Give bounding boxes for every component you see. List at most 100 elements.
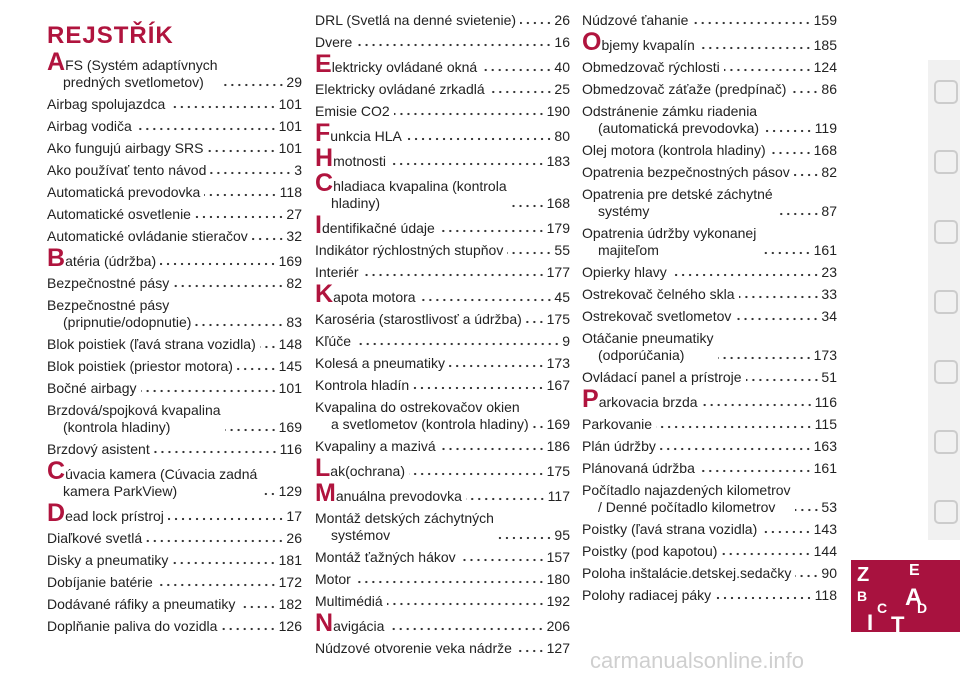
page-number: 173 — [546, 355, 570, 371]
page-number: 145 — [278, 358, 302, 374]
entry-text: Poistky (ľavá strana vozidla) — [582, 521, 758, 537]
leader — [160, 262, 277, 266]
page-number: 86 — [821, 81, 837, 97]
entry-text: Automatické osvetlenie — [47, 206, 191, 222]
title: REJSTŘÍK — [47, 22, 174, 49]
index-entry: Plánovaná údržba 161 — [582, 460, 837, 477]
leader — [795, 574, 820, 578]
entry-text: Kontrola hladín — [315, 377, 410, 393]
page-number: 27 — [286, 206, 302, 222]
leader — [760, 251, 812, 255]
index-entry: Ovládací panel a prístroje 51 — [582, 369, 837, 386]
leader — [355, 342, 561, 346]
page-number: 163 — [813, 438, 837, 454]
page-number: 159 — [813, 12, 837, 28]
index-entry: Núdzové ťahanie 159 — [582, 12, 837, 29]
entry-text: Kolesá a pneumatiky — [315, 355, 445, 371]
page-number: 101 — [278, 140, 302, 156]
leader — [439, 447, 545, 451]
leader — [356, 43, 553, 47]
entry-text: Bočné airbagy — [47, 380, 137, 396]
entry-initial: N — [315, 609, 334, 637]
entry-initial: M — [315, 479, 336, 507]
index-entry: Dead lock prístroj 17 — [47, 501, 302, 526]
index-entry: Kolesá a pneumatiky 173 — [315, 355, 570, 372]
entry-text: Poistky (pod kapotou) — [582, 543, 718, 559]
leader — [723, 68, 812, 72]
entry-label: Opatrenia pre detské záchytné systémy — [582, 186, 773, 220]
entry-initial: E — [315, 50, 332, 78]
entry-label: Dead lock prístroj — [47, 501, 164, 526]
entry-text: Bezpečnostné pásy (pripnutie/odopnutie) — [47, 297, 192, 330]
index-entry: AFS (Systém adaptívnych predných svetlom… — [47, 50, 302, 91]
entry-text: Ako používať tento návod — [47, 162, 207, 178]
page-number: 80 — [554, 128, 570, 144]
page-number: 115 — [814, 416, 837, 432]
leader — [515, 649, 545, 653]
entry-label: Funkcia HLA — [315, 121, 402, 146]
entry-label: Olej motora (kontrola hladiny) — [582, 142, 766, 159]
index-entry: Poistky (pod kapotou) 144 — [582, 543, 837, 560]
page-number: 169 — [546, 416, 570, 432]
index-entry: Funkcia HLA 80 — [315, 121, 570, 146]
entry-label: Hmotnosti — [315, 146, 386, 171]
page-number: 101 — [278, 380, 302, 396]
index-entry: Poistky (ľavá strana vozidla) 143 — [582, 521, 837, 538]
entry-label: Núdzové ťahanie — [582, 12, 688, 29]
icon — [934, 150, 958, 174]
index-entry: Ako používať tento návod 3 — [47, 162, 302, 179]
leader — [259, 345, 277, 349]
badge-letter: B — [857, 588, 868, 604]
leader — [408, 472, 545, 476]
leader — [738, 295, 820, 299]
index-entry: Opatrenia údržby vykonanej majiteľom 161 — [582, 225, 837, 259]
entry-text: Počítadlo najazdených kilometrov / Denné… — [582, 482, 791, 515]
entry-label: Bočné airbagy — [47, 380, 137, 397]
icon — [934, 430, 958, 454]
leader — [656, 425, 813, 429]
entry-label: Blok poistiek (ľavá strana vozidla) — [47, 336, 256, 353]
index-column: DRL (Svetlá na denné svietenie) 26 Dvere 16… — [315, 12, 570, 662]
page-number: 90 — [821, 565, 837, 581]
page-number: 168 — [813, 142, 837, 158]
page-number: 45 — [554, 289, 570, 305]
leader — [172, 561, 277, 565]
icon — [934, 290, 958, 314]
leader — [721, 552, 812, 556]
index-entry: Opatrenia pre detské záchytné systémy 87 — [582, 186, 837, 220]
badge-letter: E — [909, 562, 920, 579]
entry-label: Počítadlo najazdených kilometrov / Denné… — [582, 482, 791, 516]
leader — [497, 536, 553, 540]
page-number: 168 — [546, 195, 570, 211]
leader — [221, 627, 277, 631]
entry-text: Núdzové ťahanie — [582, 12, 689, 28]
entry-label: Odstránenie zámku riadenia (automatická … — [582, 103, 759, 137]
entry-text: Dobíjanie batérie — [47, 574, 153, 590]
entry-label: Montáž detských záchytných systémov — [315, 510, 494, 544]
entry-initial: O — [582, 28, 602, 56]
index-entry: Blok poistiek (priestor motora) 145 — [47, 358, 302, 375]
index-entry: Brzdová/spojková kvapalina (kontrola hla… — [47, 402, 302, 436]
entry-text: Emisie CO2 — [315, 103, 390, 119]
page-number: 206 — [546, 618, 570, 634]
index-entry: Automatická prevodovka 118 — [47, 184, 302, 201]
entry-text: Interiér — [315, 264, 359, 280]
entry-label: Opierky hlavy — [582, 264, 667, 281]
leader — [698, 469, 812, 473]
entry-label: Diaľkové svetlá — [47, 530, 142, 547]
leader — [167, 517, 285, 521]
page-number: 33 — [821, 286, 837, 302]
leader — [135, 127, 277, 131]
entry-label: Opatrenia údržby vykonanej majiteľom — [582, 225, 756, 259]
entry-text: Kvapalina do ostrekovačov okien a svetlo… — [315, 399, 529, 432]
index-entry: Cúvacia kamera (Cúvacia zadná kamera Par… — [47, 459, 302, 500]
index-entry: Počítadlo najazdených kilometrov / Denné… — [582, 482, 837, 516]
entry-label: Identifikačné údaje — [315, 213, 435, 238]
leader — [210, 171, 293, 175]
index-entry: Ostrekovač svetlometov 34 — [582, 308, 837, 325]
leader — [745, 378, 820, 382]
page-number: 29 — [286, 74, 302, 90]
entry-label: Ako fungujú airbagy SRS — [47, 140, 203, 157]
entry-label: Bezpečnostné pásy — [47, 275, 169, 292]
entry-text: Blok poistiek (ľavá strana vozidla) — [47, 336, 256, 352]
